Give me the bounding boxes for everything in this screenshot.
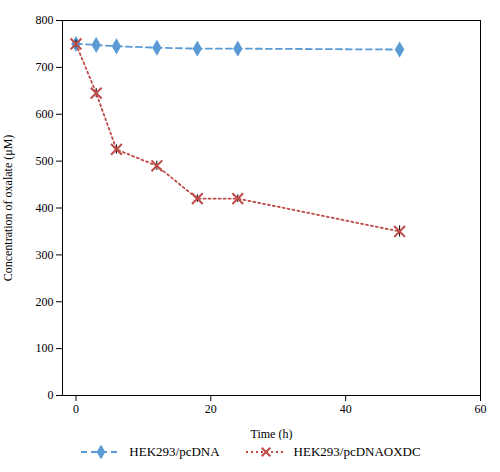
svg-text:0: 0 bbox=[73, 402, 79, 416]
svg-text:100: 100 bbox=[36, 341, 54, 355]
svg-text:20: 20 bbox=[205, 402, 217, 416]
html-text:HEK293/pcDNAOXDC: HEK293/pcDNAOXDC bbox=[293, 444, 421, 459]
svg-text:40: 40 bbox=[340, 402, 352, 416]
svg-text:500: 500 bbox=[36, 154, 54, 168]
svg-text:800: 800 bbox=[36, 13, 54, 27]
svg-text:200: 200 bbox=[36, 295, 54, 309]
svg-text:Time (h): Time (h) bbox=[251, 427, 293, 441]
svg-text:400: 400 bbox=[36, 201, 54, 215]
svg-text:300: 300 bbox=[36, 248, 54, 262]
svg-text:60: 60 bbox=[475, 402, 487, 416]
html-text:HEK293/pcDNA: HEK293/pcDNA bbox=[129, 444, 220, 459]
svg-text:700: 700 bbox=[36, 60, 54, 74]
svg-text:600: 600 bbox=[36, 107, 54, 121]
svg-text:Concentration of oxalate (μM): Concentration of oxalate (μM) bbox=[1, 135, 15, 282]
svg-text:0: 0 bbox=[48, 388, 54, 402]
